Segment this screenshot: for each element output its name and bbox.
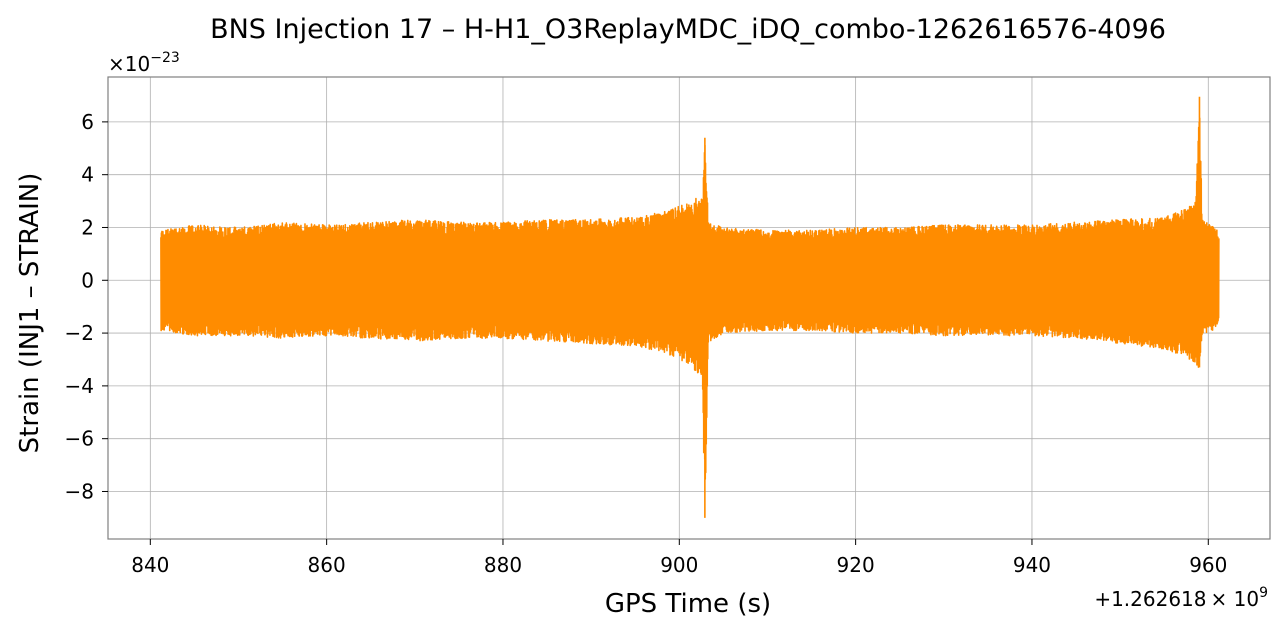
y-scale-factor: ×10−23 — [108, 50, 180, 76]
y-tick-label: −4 — [65, 374, 94, 398]
x-tick-label: 920 — [837, 553, 875, 577]
plot-frame — [107, 76, 1271, 540]
x-tick-label: 900 — [660, 553, 698, 577]
chart-title: BNS Injection 17 – H-H1_O3ReplayMDC_iDQ_… — [210, 14, 1166, 45]
x-tick-label: 840 — [131, 553, 169, 577]
x-offset-base: +1.262618 — [1094, 587, 1206, 611]
y-tick-label: 4 — [81, 163, 94, 187]
x-tick-label: 880 — [484, 553, 522, 577]
axis-ticks: 840 860 880 900 920 940 960 6 4 2 0 −2 −4 −6 −8 — [65, 110, 1228, 577]
y-axis-label: Strain (INJ1 – STRAIN) — [15, 173, 45, 454]
x-tick-label: 960 — [1189, 553, 1227, 577]
y-tick-label: 6 — [81, 110, 94, 134]
x-tick-label: 940 — [1013, 553, 1051, 577]
strain-series-line — [160, 96, 1220, 518]
x-axis-label: GPS Time (s) — [605, 589, 771, 619]
y-scale-exponent: −23 — [150, 50, 180, 66]
y-tick-label: 0 — [81, 268, 94, 292]
y-tick-label: 2 — [81, 215, 94, 239]
y-tick-label: −6 — [65, 427, 94, 451]
x-offset-factor: +1.262618 × 109 — [1094, 585, 1268, 611]
x-offset-exponent: 9 — [1259, 585, 1268, 601]
x-tick-label: 860 — [308, 553, 346, 577]
y-scale-base: ×10 — [108, 52, 150, 76]
data-layer — [160, 96, 1220, 518]
y-tick-label: −2 — [65, 321, 94, 345]
x-offset-times: × 10 — [1211, 587, 1260, 611]
y-tick-label: −8 — [65, 479, 94, 503]
